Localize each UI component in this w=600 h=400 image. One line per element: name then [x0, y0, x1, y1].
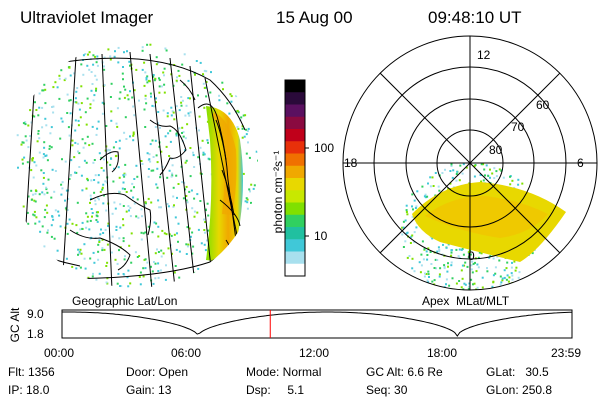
time-tick-2359: 23:59: [551, 346, 582, 360]
colorbar-band: [285, 178, 305, 191]
colorbar-tick-10: 10: [314, 229, 328, 243]
polar-grid: [342, 35, 598, 291]
colorbar-band: [285, 104, 305, 118]
altitude-curve: [62, 311, 573, 337]
mlt-label-12: 12: [477, 48, 491, 62]
colorbar-band: [285, 129, 305, 142]
time-tick-1800: 18:00: [427, 346, 458, 360]
colorbar-band: [285, 202, 305, 216]
ip-value: IP: 18.0: [8, 383, 50, 397]
colorbar-band: [285, 80, 305, 93]
dsp-value: Dsp: 5.1: [246, 383, 305, 397]
mlat-label-60: 60: [536, 98, 550, 112]
colorbar-band: [285, 116, 305, 130]
colorbar-band: [285, 263, 305, 277]
time-tick-1200: 12:00: [299, 346, 330, 360]
colorbar-band: [285, 165, 305, 179]
time-label: 09:48:10 UT: [428, 8, 522, 27]
instrument-title: Ultraviolet Imager: [20, 8, 154, 27]
mlat-label-70: 70: [511, 120, 525, 134]
seq-value: Seq: 30: [366, 383, 408, 397]
colorbar-band: [285, 141, 305, 154]
colorbar-band: [285, 190, 305, 203]
flight-number: Flt: 1356: [8, 365, 55, 379]
mlt-label-6: 6: [577, 156, 584, 170]
colorbar-band: [285, 153, 305, 167]
date-label: 15 Aug 00: [276, 8, 353, 27]
mode-value: Mode: Normal: [246, 365, 322, 379]
door-status: Door: Open: [126, 365, 189, 379]
gain-value: Gain: 13: [126, 383, 172, 397]
altitude-ytick-high: 9.0: [27, 307, 44, 321]
polar-panel-caption: Apex MLat/MLT: [422, 294, 510, 308]
mlt-label-0: 0: [468, 249, 475, 263]
glon-value: GLon: 250.8: [486, 383, 553, 397]
geo-panel-caption: Geographic Lat/Lon: [72, 294, 178, 308]
mlt-label-18: 18: [344, 156, 358, 170]
mlat-label-80: 80: [489, 143, 503, 157]
glat-value: GLat: 30.5: [486, 365, 549, 379]
colorbar-band: [285, 251, 305, 265]
colorbar-tick-100: 100: [314, 141, 335, 155]
gc-alt-value: GC Alt: 6.6 Re: [366, 365, 443, 379]
time-tick-0000: 00:00: [44, 346, 75, 360]
colorbar-band: [285, 239, 305, 252]
colorbar-band: [285, 227, 305, 240]
colorbar-band: [285, 92, 305, 105]
time-tick-0600: 06:00: [171, 346, 202, 360]
auroral-oval-core: [212, 112, 237, 215]
altitude-ytick-low: 1.8: [27, 327, 44, 341]
colorbar-band: [285, 214, 305, 228]
